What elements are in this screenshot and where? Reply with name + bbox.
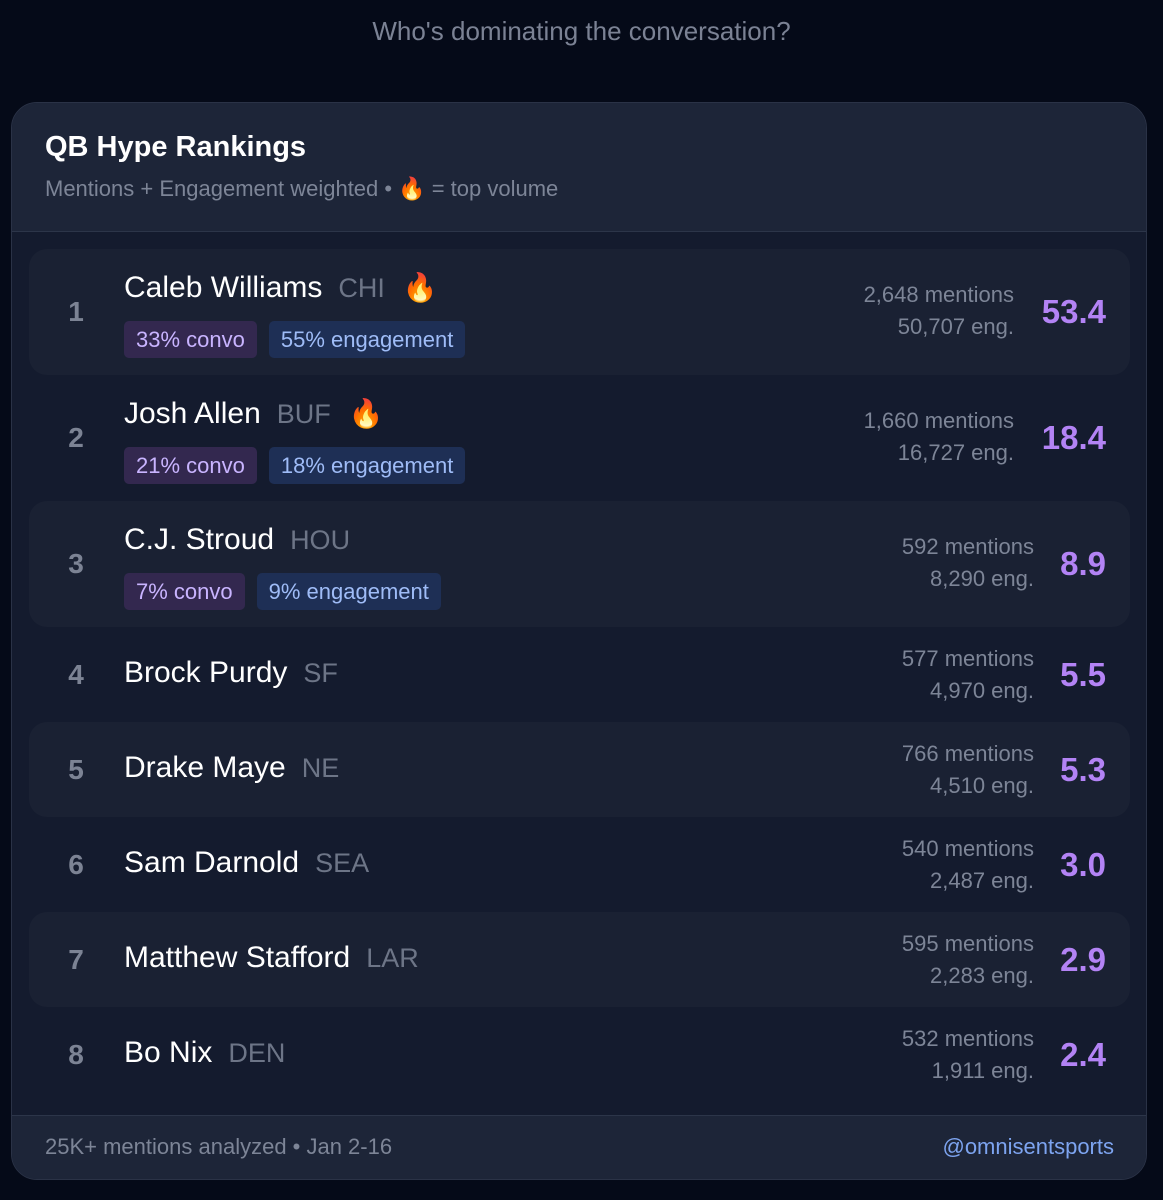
rank-number: 7 (68, 943, 84, 975)
engagement-count: 8,290 eng. (930, 566, 1034, 591)
stats: 540 mentions 2,487 eng. (902, 833, 1034, 897)
qb-name: Josh Allen (124, 397, 261, 430)
share-tags: 21% convo 18% engagement (124, 447, 466, 484)
rank-number: 3 (68, 548, 84, 579)
rank-number: 6 (68, 848, 84, 880)
handle-link[interactable]: @omnisentsports (942, 1134, 1114, 1159)
stats: 1,660 mentions 16,727 eng. (864, 405, 1014, 469)
card-header: QB Hype Rankings Mentions + Engagement w… (12, 103, 1146, 232)
ranking-row: 3 C.J. Stroud HOU 7% convo 9% engagement… (29, 501, 1130, 627)
engagement-count: 4,510 eng. (930, 773, 1034, 798)
engagement-count: 16,727 eng. (897, 440, 1014, 465)
stats: 577 mentions 4,970 eng. (902, 643, 1034, 707)
engagement-tag: 9% engagement (256, 573, 441, 610)
hype-score: 2.9 (1060, 940, 1106, 978)
hype-score: 3.0 (1060, 845, 1106, 883)
stats: 595 mentions 2,283 eng. (902, 928, 1034, 992)
hype-score: 2.4 (1060, 1035, 1106, 1073)
stats: 532 mentions 1,911 eng. (902, 1023, 1034, 1087)
qb-name-line: Matthew Stafford LAR (124, 941, 419, 975)
convo-tag: 33% convo (124, 321, 257, 358)
qb-name: C.J. Stroud (124, 523, 275, 556)
stats: 766 mentions 4,510 eng. (902, 738, 1034, 802)
share-tags: 7% convo 9% engagement (124, 573, 441, 610)
rank-number: 2 (68, 422, 84, 453)
qb-name-line: Caleb Williams CHI 🔥 (124, 271, 438, 305)
qb-name: Brock Purdy (124, 656, 288, 689)
qb-name-line: Sam Darnold SEA (124, 846, 369, 880)
ranking-row: 5 Drake Maye NE 766 mentions 4,510 eng. … (29, 722, 1130, 817)
mentions-count: 2,648 mentions (863, 282, 1014, 307)
qb-team: BUF (276, 399, 331, 429)
engagement-count: 2,283 eng. (930, 963, 1034, 988)
mentions-count: 592 mentions (901, 534, 1034, 559)
qb-name: Sam Darnold (124, 846, 300, 879)
qb-name: Caleb Williams (124, 271, 323, 304)
qb-name-line: Josh Allen BUF 🔥 (124, 397, 384, 431)
page-heading: Who's dominating the conversation? (372, 16, 791, 46)
rank-number: 5 (68, 753, 84, 785)
engagement-count: 50,707 eng. (897, 314, 1014, 339)
hype-score: 5.3 (1060, 750, 1106, 788)
engagement-count: 1,911 eng. (931, 1058, 1034, 1083)
qb-team: CHI (338, 273, 385, 303)
card-title: QB Hype Rankings (45, 131, 307, 163)
rank-number: 8 (68, 1038, 84, 1070)
qb-name-line: C.J. Stroud HOU (124, 523, 350, 557)
mentions-count: 1,660 mentions (863, 408, 1014, 433)
stats: 592 mentions 8,290 eng. (902, 531, 1034, 595)
qb-name: Drake Maye (124, 751, 286, 784)
rankings-card: QB Hype Rankings Mentions + Engagement w… (11, 102, 1147, 1180)
qb-team: SF (303, 658, 338, 688)
mentions-count: 766 mentions (901, 741, 1034, 766)
mentions-count: 595 mentions (901, 931, 1034, 956)
ranking-row: 4 Brock Purdy SF 577 mentions 4,970 eng.… (29, 627, 1130, 722)
fire-icon: 🔥 (402, 272, 438, 303)
qb-team: SEA (315, 848, 370, 878)
qb-name-line: Bo Nix DEN (124, 1036, 285, 1070)
share-tags: 33% convo 55% engagement (124, 321, 466, 358)
mentions-count: 577 mentions (901, 646, 1034, 671)
ranking-row: 7 Matthew Stafford LAR 595 mentions 2,28… (29, 912, 1130, 1007)
hype-score: 18.4 (1041, 419, 1106, 456)
ranking-row: 2 Josh Allen BUF 🔥 21% convo 18% engagem… (29, 375, 1130, 501)
convo-tag: 7% convo (124, 573, 245, 610)
hype-score: 5.5 (1060, 655, 1106, 693)
engagement-count: 4,970 eng. (930, 678, 1034, 703)
ranking-row: 1 Caleb Williams CHI 🔥 33% convo 55% eng… (29, 249, 1130, 375)
qb-name-line: Drake Maye NE (124, 751, 339, 785)
card-subtitle: Mentions + Engagement weighted • 🔥 = top… (45, 176, 559, 201)
footer-summary: 25K+ mentions analyzed • Jan 2-16 (45, 1134, 393, 1159)
qb-team: NE (301, 753, 340, 783)
rank-number: 1 (68, 296, 84, 327)
fire-icon: 🔥 (348, 398, 384, 429)
convo-tag: 21% convo (124, 447, 257, 484)
hype-score: 8.9 (1060, 545, 1106, 582)
rank-number: 4 (68, 658, 84, 690)
mentions-count: 540 mentions (901, 836, 1034, 861)
ranking-row: 8 Bo Nix DEN 532 mentions 1,911 eng. 2.4 (29, 1007, 1130, 1102)
engagement-count: 2,487 eng. (930, 868, 1034, 893)
hype-score: 53.4 (1041, 293, 1106, 330)
engagement-tag: 55% engagement (268, 321, 466, 358)
qb-team: LAR (366, 943, 419, 973)
stats: 2,648 mentions 50,707 eng. (864, 279, 1014, 343)
engagement-tag: 18% engagement (268, 447, 466, 484)
qb-team: DEN (228, 1038, 286, 1068)
qb-name: Bo Nix (124, 1036, 213, 1069)
qb-name: Matthew Stafford (124, 941, 351, 974)
ranking-row: 6 Sam Darnold SEA 540 mentions 2,487 eng… (29, 817, 1130, 912)
qb-name-line: Brock Purdy SF (124, 656, 338, 690)
card-footer: 25K+ mentions analyzed • Jan 2-16 @omnis… (12, 1115, 1146, 1179)
qb-team: HOU (290, 525, 351, 555)
mentions-count: 532 mentions (901, 1026, 1034, 1051)
